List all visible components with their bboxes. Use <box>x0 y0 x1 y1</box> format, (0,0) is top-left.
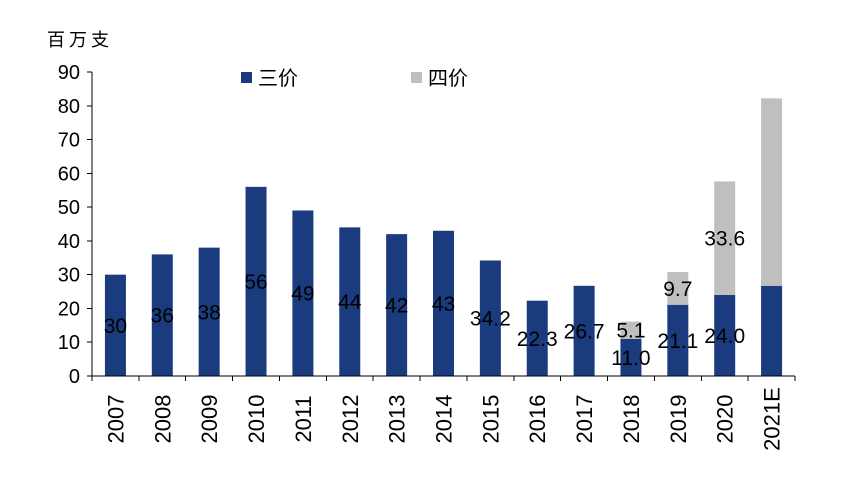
legend-label-quadrivalent: 四价 <box>428 68 468 90</box>
data-label-trivalent-2016: 22.3 <box>517 328 558 351</box>
y-tick-label-80: 80 <box>58 96 80 118</box>
x-tick-label-2012: 2012 <box>338 395 363 444</box>
data-label-trivalent-2017: 26.7 <box>564 320 605 343</box>
data-label-trivalent-2012: 44 <box>338 291 362 314</box>
bar-quadrivalent-2018 <box>620 321 642 339</box>
bar-trivalent-2019 <box>667 304 689 376</box>
y-tick-label-70: 70 <box>58 130 80 152</box>
bar-trivalent-2016 <box>526 300 548 376</box>
bar-trivalent-2020 <box>714 294 736 376</box>
x-tick-label-2017: 2017 <box>572 395 597 444</box>
data-label-trivalent-2015: 34.2 <box>470 308 511 331</box>
y-tick-label-30: 30 <box>58 265 80 287</box>
bars-layer <box>104 98 783 376</box>
x-tick-label-2021E: 2021E <box>760 387 785 451</box>
data-label-trivalent-2018: 11.0 <box>611 347 650 370</box>
x-tick-label-2011: 2011 <box>291 395 316 442</box>
data-label-trivalent-2008: 36 <box>151 305 174 328</box>
y-unit-label: 百万支 <box>47 30 113 50</box>
x-tick-label-2008: 2008 <box>150 395 175 444</box>
data-label-quadrivalent-2019: 9.7 <box>663 278 692 301</box>
bar-trivalent-2014 <box>433 230 454 376</box>
x-tick-label-2013: 2013 <box>385 395 410 444</box>
x-tick-label-2018: 2018 <box>619 395 644 444</box>
legend-swatch-trivalent <box>241 72 252 83</box>
data-label-trivalent-2020: 24.0 <box>704 325 745 348</box>
data-label-trivalent-2013: 42 <box>385 295 408 318</box>
y-tick-label-90: 90 <box>58 62 80 84</box>
bar-quadrivalent-2020 <box>714 181 736 295</box>
y-tick-label-10: 10 <box>58 332 80 354</box>
x-tick-label-2016: 2016 <box>525 395 550 444</box>
y-tick-label-0: 0 <box>69 366 80 388</box>
legend-swatch-quadrivalent <box>411 72 422 83</box>
y-tick-label-60: 60 <box>58 163 80 185</box>
bar-trivalent-2012 <box>339 227 361 376</box>
axes-layer: 0 10 20 30 40 50 60 70 80 90 2007 2008 2009 2010 2011 2… <box>58 62 796 451</box>
bar-trivalent-2007 <box>104 274 126 376</box>
data-label-quadrivalent-2018: 5.1 <box>616 320 645 343</box>
bar-quadrivalent-2019 <box>667 271 689 305</box>
x-tick-label-2014: 2014 <box>432 395 457 444</box>
x-tick-label-2019: 2019 <box>666 395 691 444</box>
bar-quadrivalent-2021E <box>761 98 783 286</box>
bar-trivalent-2018 <box>620 338 642 376</box>
x-tick-label-2009: 2009 <box>197 395 222 444</box>
bar-trivalent-2011 <box>292 210 314 376</box>
y-tick-label-40: 40 <box>58 231 80 253</box>
bar-trivalent-2009 <box>198 247 220 376</box>
x-tick-label-2020: 2020 <box>713 395 738 444</box>
data-label-trivalent-2011: 49 <box>291 283 314 306</box>
data-label-trivalent-2014: 43 <box>432 293 455 316</box>
bar-trivalent-2017 <box>573 285 595 376</box>
data-label-quadrivalent-2020: 33.6 <box>704 228 745 251</box>
legend-label-trivalent: 三价 <box>258 68 298 90</box>
bar-trivalent-2008 <box>151 254 173 376</box>
data-labels-layer: 30 36 38 56 49 44 42 43 34.2 22.3 26.7 11.0 21.1 24.0… <box>104 228 745 370</box>
data-label-trivalent-2009: 38 <box>197 301 220 324</box>
data-label-trivalent-2010: 56 <box>244 271 267 294</box>
y-tick-label-50: 50 <box>58 197 80 219</box>
bar-trivalent-2013 <box>386 234 408 376</box>
data-label-trivalent-2007: 30 <box>104 315 127 338</box>
bar-trivalent-2015 <box>479 260 501 376</box>
bar-trivalent-2021E <box>761 285 783 376</box>
x-tick-label-2010: 2010 <box>244 395 269 444</box>
y-tick-label-20: 20 <box>58 298 80 320</box>
x-tick-label-2015: 2015 <box>478 395 503 444</box>
legend: 三价 四价 <box>241 68 468 90</box>
bar-trivalent-2010 <box>245 186 267 376</box>
x-tick-label-2007: 2007 <box>103 395 128 444</box>
data-label-trivalent-2019: 21.1 <box>657 330 698 353</box>
